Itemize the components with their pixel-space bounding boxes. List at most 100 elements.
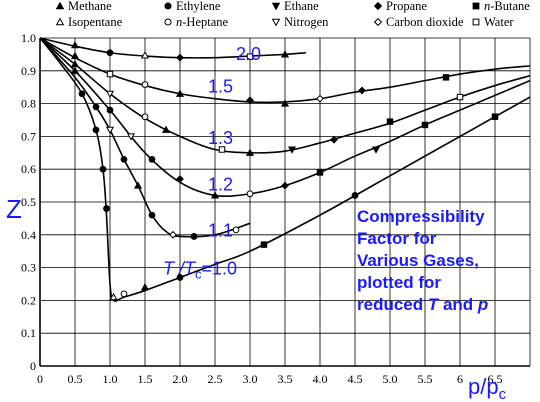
data-point xyxy=(103,205,110,212)
data-point xyxy=(246,190,254,198)
data-point xyxy=(280,99,290,107)
x-tick-label: 6.5 xyxy=(488,372,503,386)
data-point xyxy=(148,211,156,219)
curve-label-tc-1.0: T /Tc=1.0 xyxy=(163,259,237,282)
y-tick-label: 0.4 xyxy=(21,228,36,242)
data-point xyxy=(371,146,381,154)
legend-label: Ethane xyxy=(284,0,319,13)
data-point xyxy=(260,241,268,248)
y-axis-ticks: 0 0.1 0.2 0.3 0.4 0.5 0.6 0.7 0.8 0.9 1.0 xyxy=(21,31,36,373)
x-tick-label: 0 xyxy=(37,372,43,386)
curve-label-1.1: 1.1 xyxy=(208,221,233,241)
y-tick-label: 0 xyxy=(30,359,36,373)
x-tick-label: 2.5 xyxy=(208,372,223,386)
legend-label: Methane xyxy=(68,0,112,13)
data-point xyxy=(316,94,324,103)
annotation-line: Various Gases, xyxy=(357,251,479,270)
data-point xyxy=(105,90,115,98)
chart-grid xyxy=(39,37,531,367)
annotation-text: Compressibility Factor for Various Gases, p… xyxy=(357,207,488,314)
chart-markers xyxy=(70,40,499,301)
data-point xyxy=(316,169,324,176)
x-axis-label-main: p/p xyxy=(468,374,499,399)
data-point xyxy=(330,135,338,144)
data-point xyxy=(126,133,136,141)
x-tick-label: 5.0 xyxy=(383,372,398,386)
data-point xyxy=(140,283,150,291)
x-tick-label: 6 xyxy=(457,372,463,386)
curve-label-1.3: 1.3 xyxy=(208,128,233,148)
data-point xyxy=(218,146,226,153)
data-point xyxy=(106,70,114,78)
data-point xyxy=(148,155,156,163)
legend-marker xyxy=(373,17,383,27)
legend-label: Propane xyxy=(386,0,427,13)
data-point xyxy=(176,53,184,62)
data-point xyxy=(281,181,289,190)
annotation-line: Factor for xyxy=(357,229,437,248)
legend-marker xyxy=(271,2,281,11)
data-point xyxy=(246,96,254,105)
data-point xyxy=(141,113,149,121)
legend-marker xyxy=(271,18,281,27)
chart-legend: Methane Ethylene Ethane Propane n-Butane Isop… xyxy=(55,0,530,29)
annotation-line: Compressibility xyxy=(357,207,485,226)
y-tick-label: 0.1 xyxy=(21,326,36,340)
data-point xyxy=(105,126,115,135)
curve-1.3 xyxy=(39,37,531,154)
curve-2.0 xyxy=(39,37,307,59)
data-point xyxy=(358,86,366,95)
data-point xyxy=(190,233,198,240)
data-point xyxy=(106,106,114,114)
x-tick-label: 5.5 xyxy=(418,372,433,386)
data-point xyxy=(70,51,80,60)
legend-marker xyxy=(164,18,172,26)
y-tick-label: 0.2 xyxy=(21,293,36,307)
data-point xyxy=(176,175,184,183)
data-point xyxy=(99,165,107,173)
curve-label-1.5: 1.5 xyxy=(208,77,233,97)
legend-label: n-Butane xyxy=(484,0,530,13)
data-point xyxy=(175,89,185,97)
y-tick-label: 0.7 xyxy=(21,129,36,143)
data-point xyxy=(176,274,184,281)
curve-label-c-subscript: c xyxy=(195,267,202,282)
x-tick-label: 0.5 xyxy=(68,372,83,386)
x-axis-ticks: 0 0.5 1.0 1.5 2.0 2.5 3.0 3.5 4.0 4.5 5.0 5.5 6 6.5 xyxy=(37,372,503,386)
y-axis-label: Z xyxy=(6,194,22,224)
legend-marker xyxy=(55,17,65,26)
annotation-line: plotted for xyxy=(357,273,441,292)
data-point xyxy=(442,74,450,81)
data-point xyxy=(92,126,100,134)
data-point xyxy=(141,81,149,88)
x-tick-label: 1.0 xyxy=(103,372,118,386)
data-point xyxy=(70,66,80,74)
data-point xyxy=(78,90,86,98)
data-point xyxy=(109,292,118,301)
y-tick-label: 0.8 xyxy=(21,97,36,111)
legend-marker xyxy=(472,2,480,10)
data-point xyxy=(245,148,255,156)
data-point xyxy=(351,192,359,199)
y-tick-label: 0.6 xyxy=(21,162,36,176)
x-tick-label: 4.0 xyxy=(313,372,328,386)
legend-label: Nitrogen xyxy=(284,15,329,29)
data-point xyxy=(120,155,128,163)
x-tick-label: 4.5 xyxy=(348,372,363,386)
curve-label-eq: =1.0 xyxy=(202,259,238,279)
data-point xyxy=(280,50,290,58)
curve-labels: 2.01.5 1.3 1.2 1.1 xyxy=(208,44,261,241)
data-point xyxy=(169,230,177,239)
legend-label: Isopentane xyxy=(68,15,123,29)
data-point xyxy=(491,113,499,120)
y-tick-label: 0.5 xyxy=(21,195,36,209)
data-point xyxy=(456,93,464,101)
data-point xyxy=(106,49,114,57)
data-point xyxy=(287,146,297,154)
data-point xyxy=(232,226,240,234)
legend-marker xyxy=(373,1,383,11)
data-point xyxy=(92,103,100,111)
data-point xyxy=(246,53,254,60)
x-axis-label-sub: c xyxy=(499,386,507,402)
data-point xyxy=(70,40,80,49)
